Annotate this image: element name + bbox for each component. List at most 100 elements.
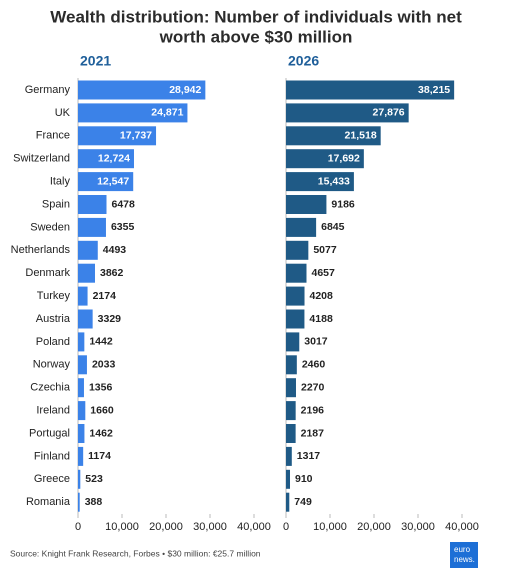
value-label: 910 (295, 473, 313, 485)
value-label: 27,876 (373, 107, 405, 119)
y-tick-label: Norway (33, 359, 71, 371)
bar (286, 286, 305, 306)
x-tick-label: 10,000 (105, 521, 139, 533)
bar (286, 355, 297, 375)
value-label: 1317 (297, 450, 321, 462)
bar (78, 446, 84, 466)
bar (286, 263, 307, 283)
logo (450, 542, 478, 568)
value-label: 1442 (89, 336, 113, 348)
value-label: 12,724 (98, 152, 130, 164)
y-tick-label: Greece (34, 473, 70, 485)
bar (78, 492, 80, 512)
value-label: 17,692 (328, 152, 360, 164)
bar (286, 240, 309, 260)
bar (286, 332, 300, 352)
bar (78, 355, 87, 375)
value-label: 4188 (309, 313, 333, 325)
x-tick-label: 20,000 (357, 521, 391, 533)
value-label: 2187 (301, 427, 325, 439)
logo-text: news. (454, 555, 475, 564)
value-label: 2196 (301, 404, 325, 416)
value-label: 12,547 (97, 175, 129, 187)
y-tick-label: Poland (36, 336, 70, 348)
bar (286, 401, 296, 421)
value-label: 6355 (111, 221, 135, 233)
bar (78, 195, 107, 214)
y-tick-label: Germany (25, 84, 71, 96)
value-label: 1660 (90, 404, 114, 416)
bar (286, 424, 296, 443)
bar (78, 286, 88, 306)
y-tick-label: Finland (34, 450, 70, 462)
value-label: 749 (294, 496, 312, 508)
bar (78, 149, 134, 169)
bar (286, 149, 364, 169)
value-label: 6845 (321, 221, 345, 233)
bar (78, 263, 95, 283)
y-tick-label: Sweden (30, 221, 70, 233)
source: Source: Knight Frank Research, Forbes • … (10, 548, 261, 558)
value-label: 3329 (98, 313, 122, 325)
value-label: 28,942 (169, 84, 201, 96)
x-tick-label: 40,000 (445, 521, 479, 533)
bar (78, 309, 93, 329)
y-tick-label: Czechia (30, 382, 71, 394)
bar (78, 126, 157, 146)
y-tick-label: Romania (26, 496, 71, 508)
y-tick-label: UK (55, 107, 71, 119)
value-label: 21,518 (345, 130, 377, 142)
y-tick-label: Ireland (36, 405, 70, 417)
bar (78, 172, 134, 192)
value-label: 2460 (302, 359, 326, 371)
bar (286, 172, 354, 192)
value-label: 9186 (331, 198, 355, 210)
y-tick-label: Austria (36, 313, 71, 325)
bar (78, 217, 106, 237)
bar (286, 446, 292, 466)
bar (286, 309, 305, 329)
chart-title: worth above $30 million (159, 27, 353, 46)
bar (78, 424, 85, 443)
value-label: 1462 (89, 427, 113, 439)
value-label: 2033 (92, 359, 116, 371)
x-tick-label: 40,000 (237, 521, 271, 533)
value-label: 4657 (311, 267, 335, 279)
y-tick-label: Portugal (29, 427, 70, 439)
bar (286, 195, 327, 214)
value-label: 24,871 (151, 107, 183, 119)
x-tick-label: 10,000 (313, 521, 347, 533)
bar (286, 469, 291, 489)
x-tick-label: 0 (75, 521, 81, 533)
bar (286, 217, 317, 237)
value-label: 2174 (93, 290, 117, 302)
bar (78, 103, 188, 123)
value-label: 4208 (310, 290, 334, 302)
value-label: 523 (85, 473, 103, 485)
value-label: 15,433 (318, 175, 350, 187)
y-tick-label: Spain (42, 198, 70, 210)
bar (286, 80, 455, 100)
y-tick-label: Italy (50, 176, 71, 188)
value-label: 5077 (313, 244, 337, 256)
bar (286, 103, 409, 123)
chart-title: Wealth distribution: Number of individua… (50, 7, 462, 26)
value-label: 1174 (88, 450, 111, 462)
value-label: 17,737 (120, 130, 152, 142)
bar (286, 126, 381, 146)
x-tick-label: 30,000 (401, 521, 435, 533)
y-tick-label: Turkey (37, 290, 71, 302)
y-tick-label: Netherlands (11, 244, 71, 256)
bar (78, 332, 85, 352)
panel-title: 2021 (80, 53, 111, 69)
bar (286, 378, 296, 398)
value-label: 3862 (100, 267, 124, 279)
x-tick-label: 20,000 (149, 521, 183, 533)
value-label: 38,215 (418, 84, 450, 96)
panel-title: 2026 (288, 53, 319, 69)
y-tick-label: Denmark (25, 267, 70, 279)
value-label: 388 (85, 496, 103, 508)
bar (78, 401, 86, 421)
value-label: 2270 (301, 381, 325, 393)
